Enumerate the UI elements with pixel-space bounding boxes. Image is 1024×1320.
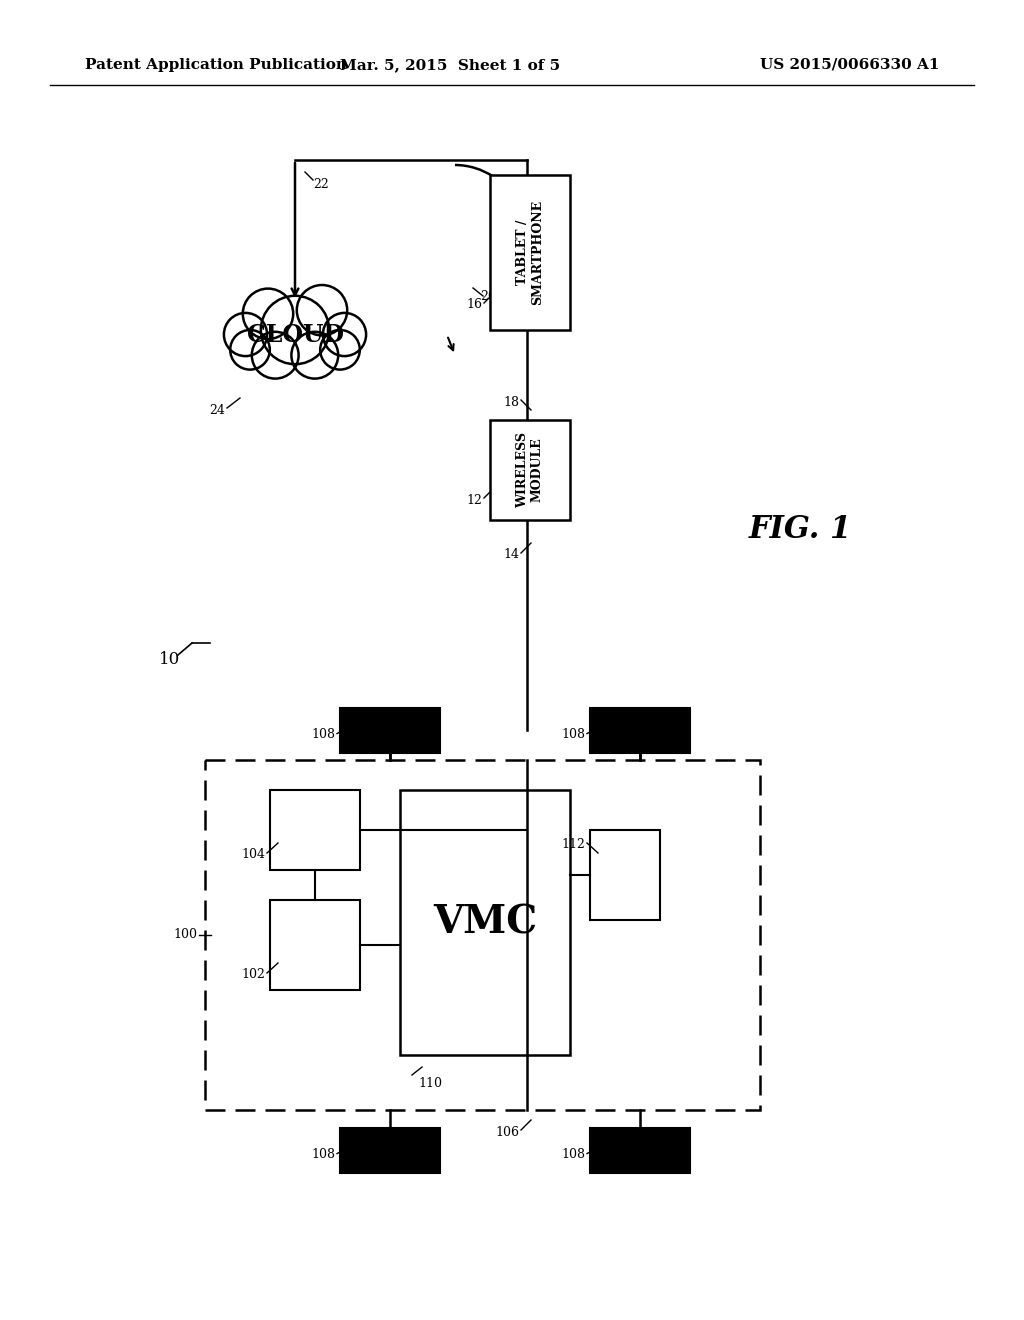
Circle shape bbox=[323, 313, 367, 356]
Text: 112: 112 bbox=[561, 838, 585, 851]
Bar bbox=[590, 830, 660, 920]
Text: 104: 104 bbox=[241, 849, 265, 862]
Text: 14: 14 bbox=[503, 549, 519, 561]
Text: US 2015/0066330 A1: US 2015/0066330 A1 bbox=[761, 58, 940, 73]
Bar bbox=[340, 1127, 440, 1172]
Text: TABLET /
SMARTPHONE: TABLET / SMARTPHONE bbox=[516, 199, 544, 305]
Bar bbox=[490, 420, 570, 520]
Text: VMC: VMC bbox=[433, 903, 538, 941]
Text: Patent Application Publication: Patent Application Publication bbox=[85, 58, 347, 73]
Text: 22: 22 bbox=[313, 178, 329, 191]
Bar bbox=[270, 789, 360, 870]
Bar bbox=[270, 900, 360, 990]
Text: 20: 20 bbox=[480, 290, 496, 304]
Bar bbox=[490, 176, 570, 330]
Bar bbox=[205, 760, 760, 1110]
Circle shape bbox=[230, 330, 269, 370]
Circle shape bbox=[261, 296, 329, 364]
Circle shape bbox=[292, 331, 338, 379]
Circle shape bbox=[321, 330, 359, 370]
Circle shape bbox=[297, 285, 347, 335]
Text: 108: 108 bbox=[561, 1148, 585, 1162]
Text: 24: 24 bbox=[209, 404, 225, 417]
Text: 12: 12 bbox=[466, 494, 482, 507]
Circle shape bbox=[224, 313, 267, 356]
Bar bbox=[400, 789, 570, 1055]
Text: Mar. 5, 2015  Sheet 1 of 5: Mar. 5, 2015 Sheet 1 of 5 bbox=[340, 58, 560, 73]
Circle shape bbox=[252, 331, 299, 379]
Text: CLOUD: CLOUD bbox=[247, 323, 343, 347]
Bar bbox=[340, 708, 440, 752]
Text: FIG. 1: FIG. 1 bbox=[749, 515, 852, 545]
Bar bbox=[590, 1127, 690, 1172]
Text: 108: 108 bbox=[561, 729, 585, 741]
Text: 10: 10 bbox=[160, 652, 180, 668]
Bar bbox=[590, 708, 690, 752]
Text: 102: 102 bbox=[241, 969, 265, 982]
Text: 110: 110 bbox=[418, 1077, 442, 1090]
Circle shape bbox=[243, 289, 293, 339]
Text: 18: 18 bbox=[503, 396, 519, 408]
Text: 16: 16 bbox=[466, 298, 482, 312]
Text: 100: 100 bbox=[173, 928, 197, 941]
Text: 106: 106 bbox=[495, 1126, 519, 1138]
Text: 108: 108 bbox=[311, 1148, 335, 1162]
Text: 108: 108 bbox=[311, 729, 335, 741]
Text: WIRELESS
MODULE: WIRELESS MODULE bbox=[516, 432, 544, 508]
